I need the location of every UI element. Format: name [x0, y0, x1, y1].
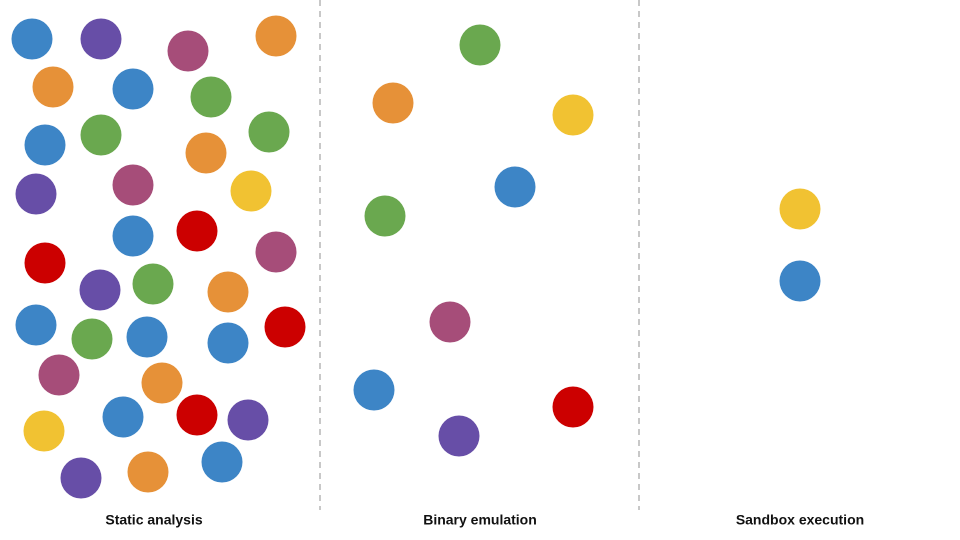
dot [364, 195, 406, 237]
dot [24, 124, 66, 166]
dot [167, 30, 209, 72]
dot [60, 457, 102, 499]
dot [23, 410, 65, 452]
dot [255, 15, 297, 57]
dot [230, 170, 272, 212]
dot [494, 166, 536, 208]
dot [112, 215, 154, 257]
column-label: Sandbox execution [736, 512, 864, 528]
dot [176, 394, 218, 436]
dot [185, 132, 227, 174]
dot [207, 322, 249, 364]
dot [190, 76, 232, 118]
dot [372, 82, 414, 124]
dot [127, 451, 169, 493]
dot [779, 188, 821, 230]
dot [80, 114, 122, 156]
dot [38, 354, 80, 396]
dot [227, 399, 269, 441]
dot [264, 306, 306, 348]
column-label: Static analysis [105, 512, 202, 528]
dot [79, 269, 121, 311]
dot [201, 441, 243, 483]
dot [24, 242, 66, 284]
dot [248, 111, 290, 153]
dot [112, 164, 154, 206]
dot [552, 94, 594, 136]
dot [132, 263, 174, 305]
dot [779, 260, 821, 302]
dot [552, 386, 594, 428]
dot [32, 66, 74, 108]
dot [102, 396, 144, 438]
dot [207, 271, 249, 313]
dot [429, 301, 471, 343]
dot [255, 231, 297, 273]
dot [15, 304, 57, 346]
dot [11, 18, 53, 60]
dot [71, 318, 113, 360]
dot [80, 18, 122, 60]
dot [112, 68, 154, 110]
dot [438, 415, 480, 457]
dot [176, 210, 218, 252]
dot [126, 316, 168, 358]
dot [459, 24, 501, 66]
dots [11, 15, 821, 499]
dot [15, 173, 57, 215]
dot [353, 369, 395, 411]
dot [141, 362, 183, 404]
column-label: Binary emulation [423, 512, 537, 528]
